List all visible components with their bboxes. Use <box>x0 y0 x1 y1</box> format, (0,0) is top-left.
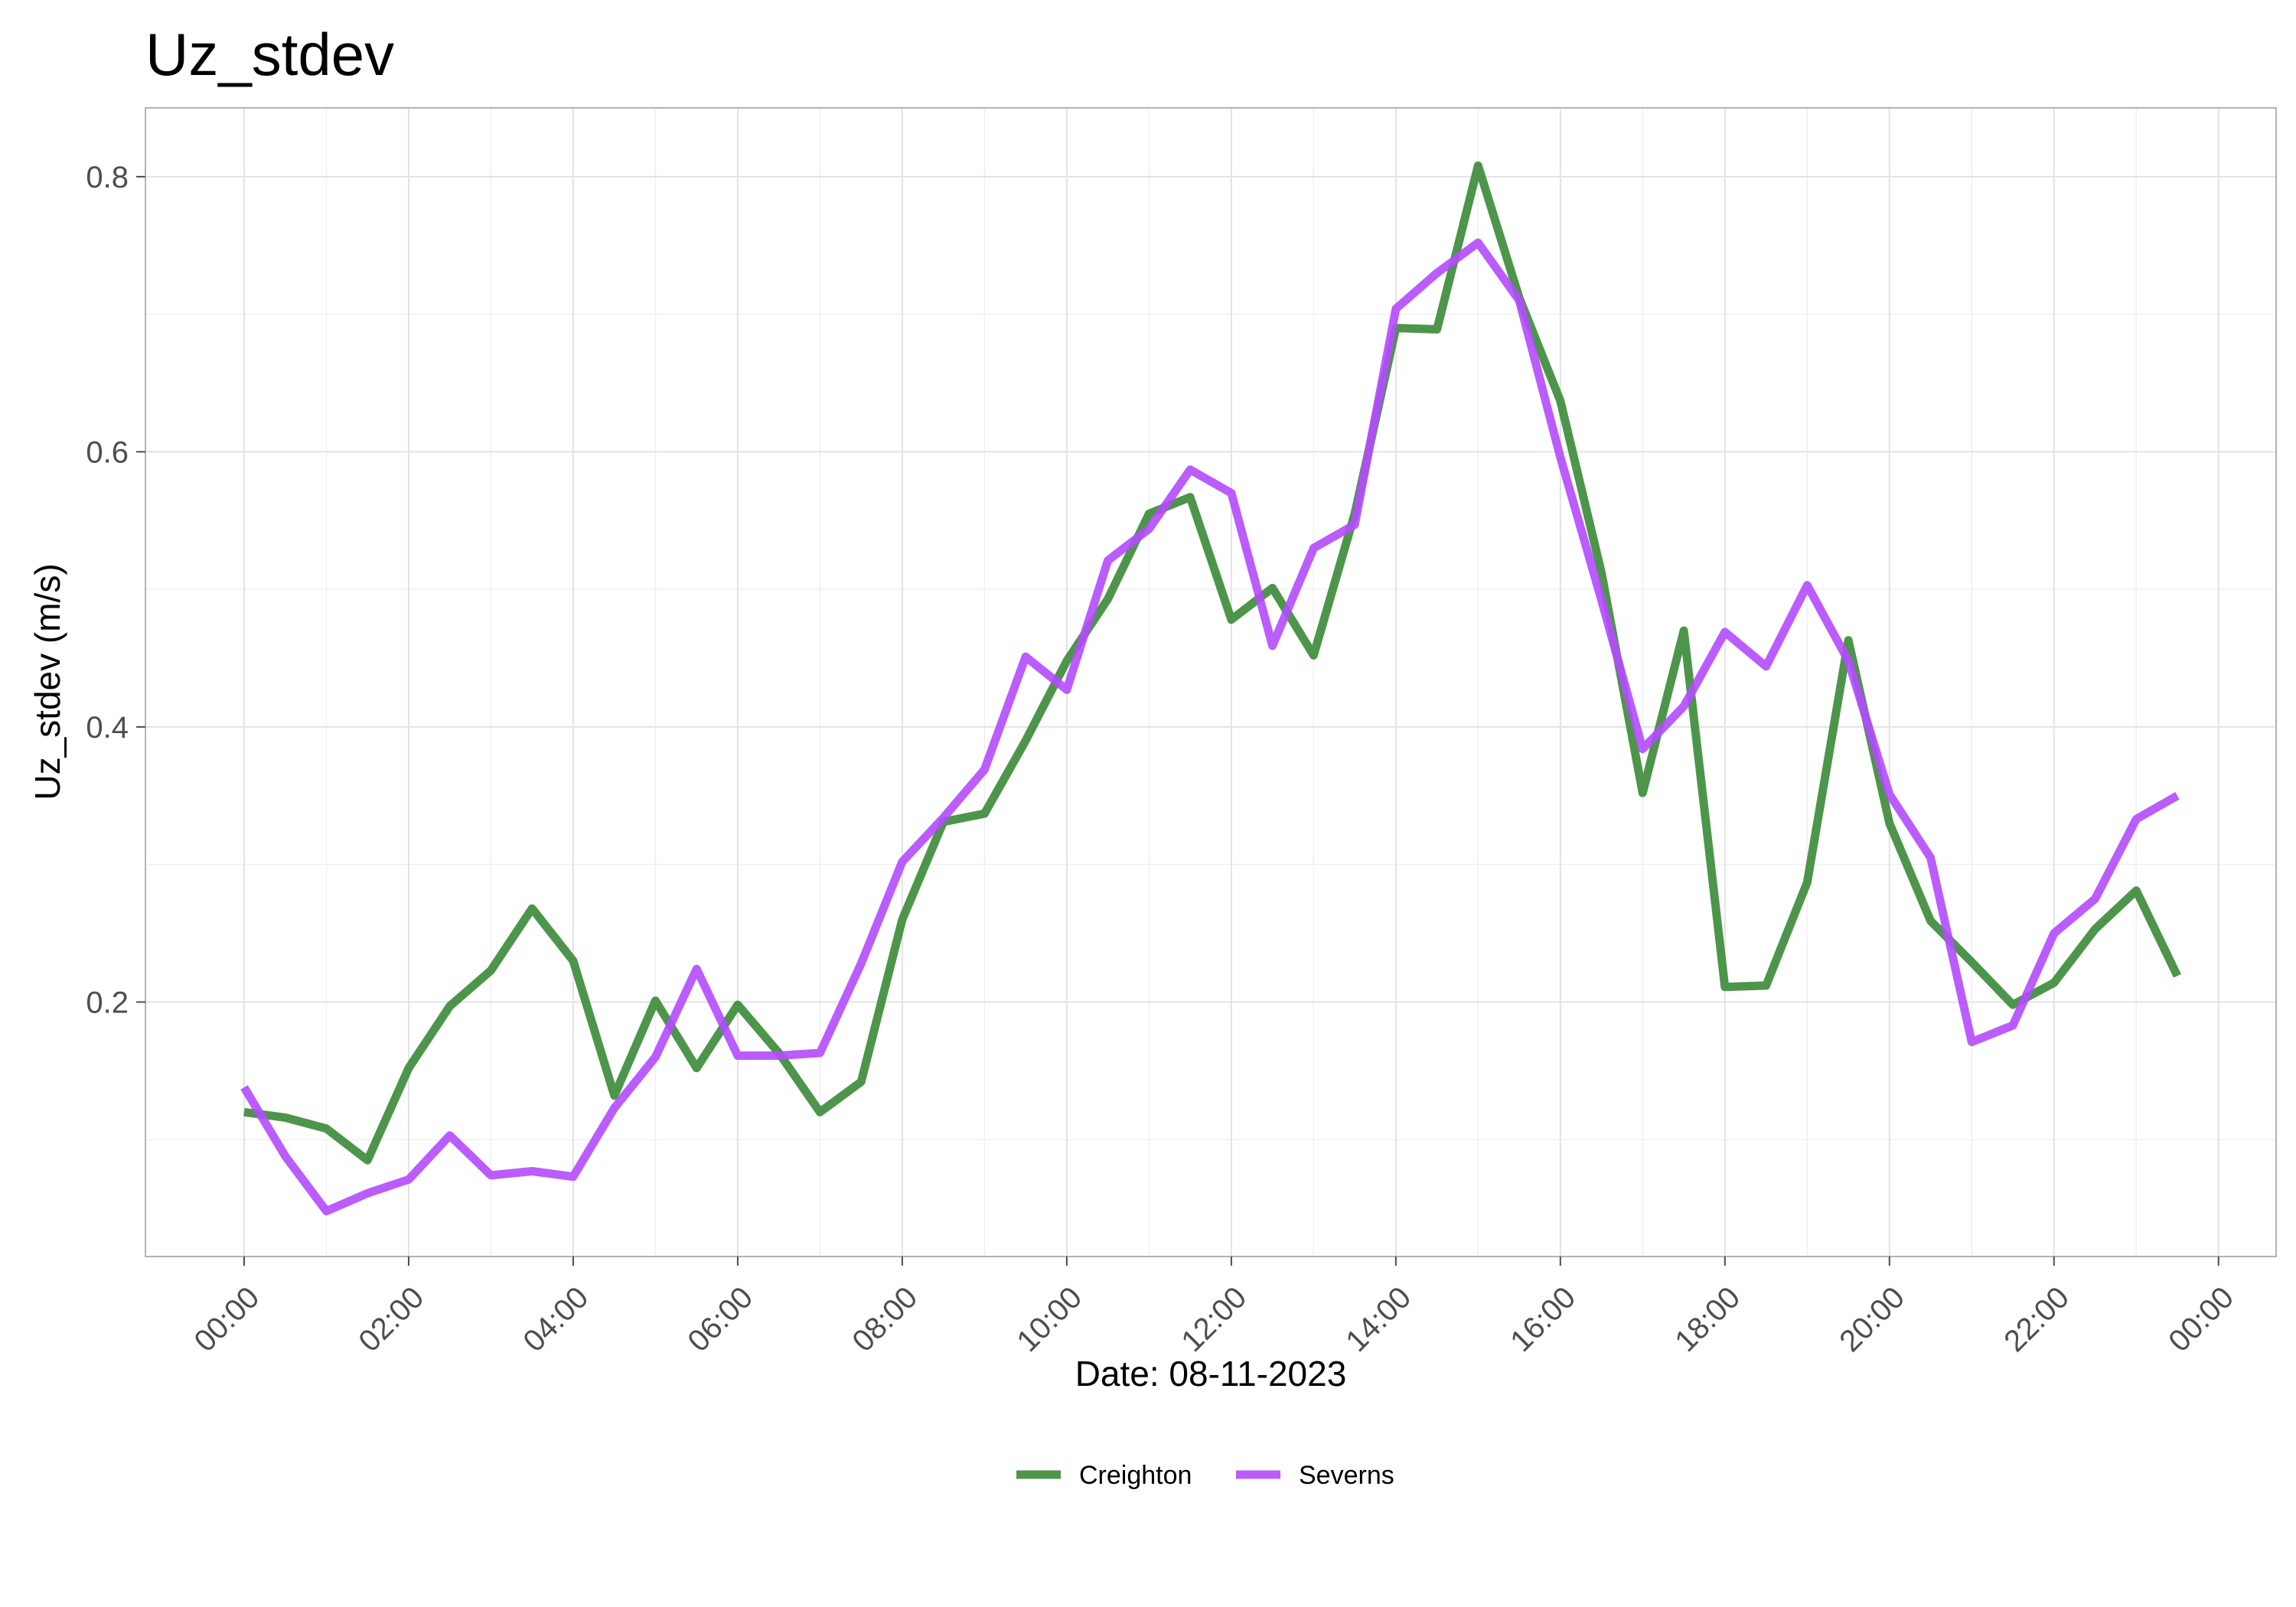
legend-label-severns: Severns <box>1299 1461 1394 1490</box>
x-tick-label: 00:00 <box>2162 1280 2240 1358</box>
series-line-creighton <box>243 161 2181 1165</box>
series-lines <box>240 161 2181 1216</box>
x-tick-label: 00:00 <box>188 1280 266 1358</box>
x-tick-label: 22:00 <box>1998 1280 2076 1358</box>
chart-title: Uz_stdev <box>145 21 394 88</box>
y-tick-label: 0.8 <box>86 161 129 194</box>
x-tick-label: 12:00 <box>1175 1280 1253 1358</box>
y-tick-label: 0.4 <box>86 711 129 745</box>
x-tick-label: 16:00 <box>1504 1280 1582 1358</box>
x-tick-label: 14:00 <box>1339 1280 1417 1358</box>
x-axis-title: Date: 08-11-2023 <box>1075 1354 1347 1393</box>
legend: Creighton Severns <box>1016 1461 1394 1490</box>
series-line-severns <box>240 238 2180 1216</box>
y-tick-label: 0.6 <box>86 435 129 469</box>
x-tick-label: 08:00 <box>846 1280 924 1358</box>
y-axis-title: Uz_stdev (m/s) <box>28 563 67 800</box>
x-tick-label: 04:00 <box>517 1280 595 1358</box>
legend-label-creighton: Creighton <box>1079 1461 1192 1490</box>
grid <box>145 108 2276 1257</box>
x-tick-label: 10:00 <box>1010 1280 1088 1358</box>
x-tick-label: 20:00 <box>1833 1280 1911 1358</box>
x-tick-label: 02:00 <box>352 1280 430 1358</box>
plot-panel-border <box>145 107 2277 1257</box>
y-tick-label: 0.2 <box>86 986 129 1019</box>
x-tick-label: 06:00 <box>681 1280 759 1358</box>
x-tick-label: 18:00 <box>1668 1280 1746 1358</box>
